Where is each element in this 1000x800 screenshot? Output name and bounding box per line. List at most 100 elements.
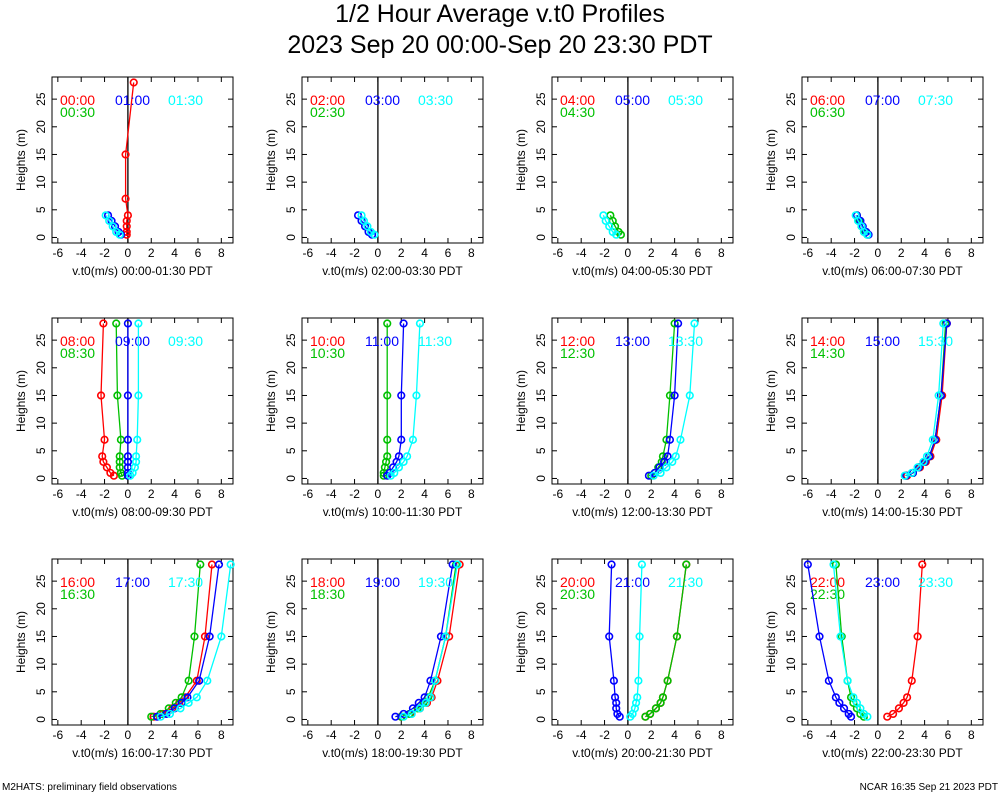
y-tick-label: 0: [784, 716, 798, 723]
data-point: [436, 632, 446, 641]
profile-panel: -6 -4 -2 0 2 4 6 8 0 5 10 15 20 25 v.t0(m/s) 08:00-09:…: [14, 317, 234, 519]
y-axis-label: Heights (m): [764, 370, 778, 432]
data-point: [366, 227, 375, 237]
footer-note: M2HATS: preliminary field observations: [2, 782, 177, 793]
profile-panel: -6 -4 -2 0 2 4 6 8 0 5 10 15 20 25 v.t0(m/s) 10:00-11:…: [264, 317, 484, 519]
y-tick-label: 25: [284, 92, 298, 106]
y-tick-label: 20: [534, 602, 548, 616]
legend-label: 22:30: [810, 586, 845, 602]
x-tick-label: 6: [445, 487, 452, 501]
data-point: [922, 452, 932, 461]
legend-label: 13:00: [615, 333, 650, 349]
data-point: [123, 391, 133, 400]
x-tick-label: 4: [171, 728, 178, 742]
data-point: [665, 391, 675, 400]
data-point: [106, 468, 115, 478]
plot-frame: [51, 317, 234, 485]
legend-label: 23:00: [865, 574, 900, 590]
y-tick-label: 5: [534, 688, 548, 695]
y-tick-label: 15: [34, 147, 48, 161]
x-tick-label: 0: [375, 728, 382, 742]
data-point: [184, 698, 193, 707]
x-tick-label: 6: [945, 246, 952, 260]
data-point: [205, 632, 214, 641]
x-tick-label: -2: [349, 487, 360, 501]
x-tick-label: 8: [218, 246, 225, 260]
data-point: [656, 468, 665, 478]
data-point: [190, 632, 199, 641]
data-point: [176, 704, 185, 713]
x-axis-label: v.t0(m/s) 06:00-07:30 PDT: [822, 264, 963, 278]
legend-label: 14:30: [810, 345, 845, 361]
data-point: [637, 560, 647, 569]
x-tick-label: 6: [195, 246, 202, 260]
chart-subtitle: 2023 Sep 20 00:00-Sep 20 23:30 PDT: [287, 31, 713, 59]
y-tick-label: 15: [34, 388, 48, 402]
y-tick-label: 25: [784, 574, 798, 588]
x-axis-label: v.t0(m/s) 20:00-21:30 PDT: [572, 746, 713, 760]
data-point: [353, 211, 363, 220]
y-tick-label: 20: [784, 602, 798, 616]
data-point: [658, 452, 668, 461]
data-point: [200, 632, 210, 641]
y-axis-label: Heights (m): [264, 611, 278, 673]
profile-panel: -6 -4 -2 0 2 4 6 8 0 5 10 15 20 25 v.t0(m/s) 22:00-23:…: [764, 558, 984, 760]
legend-label: 19:00: [365, 574, 400, 590]
data-point: [96, 391, 106, 400]
y-axis-label: Heights (m): [514, 611, 528, 673]
y-tick-label: 10: [284, 416, 298, 430]
x-axis-label: v.t0(m/s) 18:00-19:30 PDT: [322, 746, 463, 760]
x-tick-label: 0: [625, 728, 632, 742]
data-point: [836, 632, 845, 641]
data-point: [829, 560, 838, 569]
data-point: [607, 560, 616, 569]
y-tick-label: 20: [34, 602, 48, 616]
plot-frame: [551, 317, 734, 485]
x-tick-label: -6: [553, 487, 564, 501]
x-tick-label: -6: [303, 728, 314, 742]
profile-panel: -6 -4 -2 0 2 4 6 8 0 5 10 15 20 25 v.t0(m/s) 00:00-01:…: [14, 76, 234, 278]
data-point: [888, 709, 898, 719]
x-tick-label: 8: [968, 487, 975, 501]
legend-label: 18:00: [310, 574, 345, 590]
data-point: [849, 693, 858, 702]
y-tick-label: 10: [34, 657, 48, 671]
data-point: [634, 676, 643, 685]
data-point: [448, 560, 457, 569]
x-tick-label: 2: [648, 246, 655, 260]
y-tick-label: 0: [534, 716, 548, 723]
data-point: [856, 704, 865, 713]
y-axis-label: Heights (m): [14, 129, 28, 191]
y-tick-label: 25: [34, 333, 48, 347]
data-point: [635, 632, 644, 641]
data-point: [131, 452, 141, 461]
x-tick-label: 8: [218, 487, 225, 501]
x-tick-label: 8: [718, 246, 725, 260]
y-tick-label: 5: [784, 688, 798, 695]
legend-label: 00:00: [60, 92, 95, 108]
legend-label: 17:30: [168, 574, 203, 590]
y-axis-label: Heights (m): [764, 129, 778, 191]
data-point: [412, 391, 421, 400]
y-tick-label: 15: [784, 388, 798, 402]
legend-label: 02:30: [310, 104, 345, 120]
data-point: [122, 222, 131, 231]
plot-frame: [801, 76, 984, 244]
y-tick-label: 15: [284, 147, 298, 161]
legend-label: 21:30: [668, 574, 703, 590]
data-point: [913, 632, 922, 641]
x-tick-label: 2: [648, 487, 655, 501]
legend-label: 01:30: [168, 92, 203, 108]
data-point: [672, 632, 682, 641]
y-axis-label: Heights (m): [514, 370, 528, 432]
y-tick-label: 10: [284, 175, 298, 189]
y-tick-label: 0: [284, 234, 298, 241]
y-tick-label: 5: [284, 688, 298, 695]
data-point: [609, 676, 618, 685]
data-point: [214, 560, 224, 569]
plot-frame: [301, 317, 484, 485]
data-point: [844, 709, 853, 719]
data-point: [108, 222, 117, 231]
y-tick-label: 15: [784, 147, 798, 161]
data-point: [894, 704, 904, 713]
